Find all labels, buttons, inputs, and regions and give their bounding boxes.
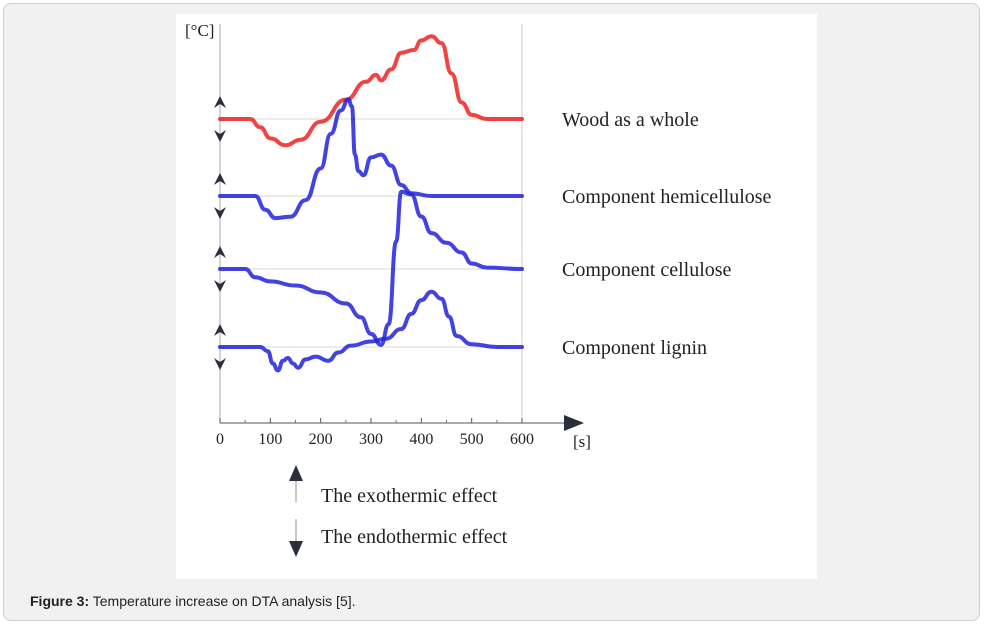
exo-marker-icon [214, 173, 226, 185]
x-unit-label: [s] [573, 432, 591, 451]
endothermic-effect-label: The endothermic effect [321, 526, 508, 548]
y-unit-label: [°C] [185, 21, 214, 40]
endothermic-arrowhead-icon [289, 541, 303, 557]
figure-frame: [°C] [s] 0 100 200 300 400 500 600 Wood as a w… [3, 3, 980, 621]
figure-panel: [°C] [s] 0 100 200 300 400 500 600 Wood as a w… [176, 14, 817, 579]
series-label: Component lignin [562, 337, 707, 359]
exo-marker-icon [214, 324, 226, 336]
series-line [218, 34, 524, 148]
exothermic-effect-label: The exothermic effect [321, 485, 498, 507]
x-axis-arrow-icon [564, 415, 584, 431]
exothermic-arrowhead-icon [289, 465, 303, 481]
series-label: Component cellulose [562, 259, 732, 281]
x-tick-label: 100 [258, 431, 282, 448]
series-label: Component hemicellulose [562, 186, 772, 208]
series-label: Wood as a whole [562, 109, 699, 131]
exo-marker-icon [214, 246, 226, 258]
caption-text: Temperature increase on DTA analysis [5]… [89, 593, 356, 609]
x-tick-label: 400 [409, 431, 433, 448]
endo-marker-icon [214, 358, 226, 370]
series-line [218, 189, 524, 347]
endo-marker-icon [214, 130, 226, 142]
endo-marker-icon [214, 280, 226, 292]
x-tick-label: 200 [309, 431, 333, 448]
dta-chart: [°C] [s] 0 100 200 300 400 500 600 Wood as a w… [185, 21, 772, 557]
x-tick-label: 500 [460, 431, 484, 448]
series-line [218, 289, 524, 373]
exo-marker-icon [214, 96, 226, 108]
caption-label: Figure 3: [30, 593, 90, 609]
endo-marker-icon [214, 207, 226, 219]
figure-caption: Figure 3: Temperature increase on DTA an… [30, 593, 356, 609]
x-tick-label: 300 [359, 431, 383, 448]
x-tick-label: 0 [216, 431, 224, 448]
x-tick-label: 600 [510, 431, 534, 448]
effect-legend: The exothermic effect The endothermic ef… [289, 465, 508, 557]
series-line [218, 97, 524, 221]
